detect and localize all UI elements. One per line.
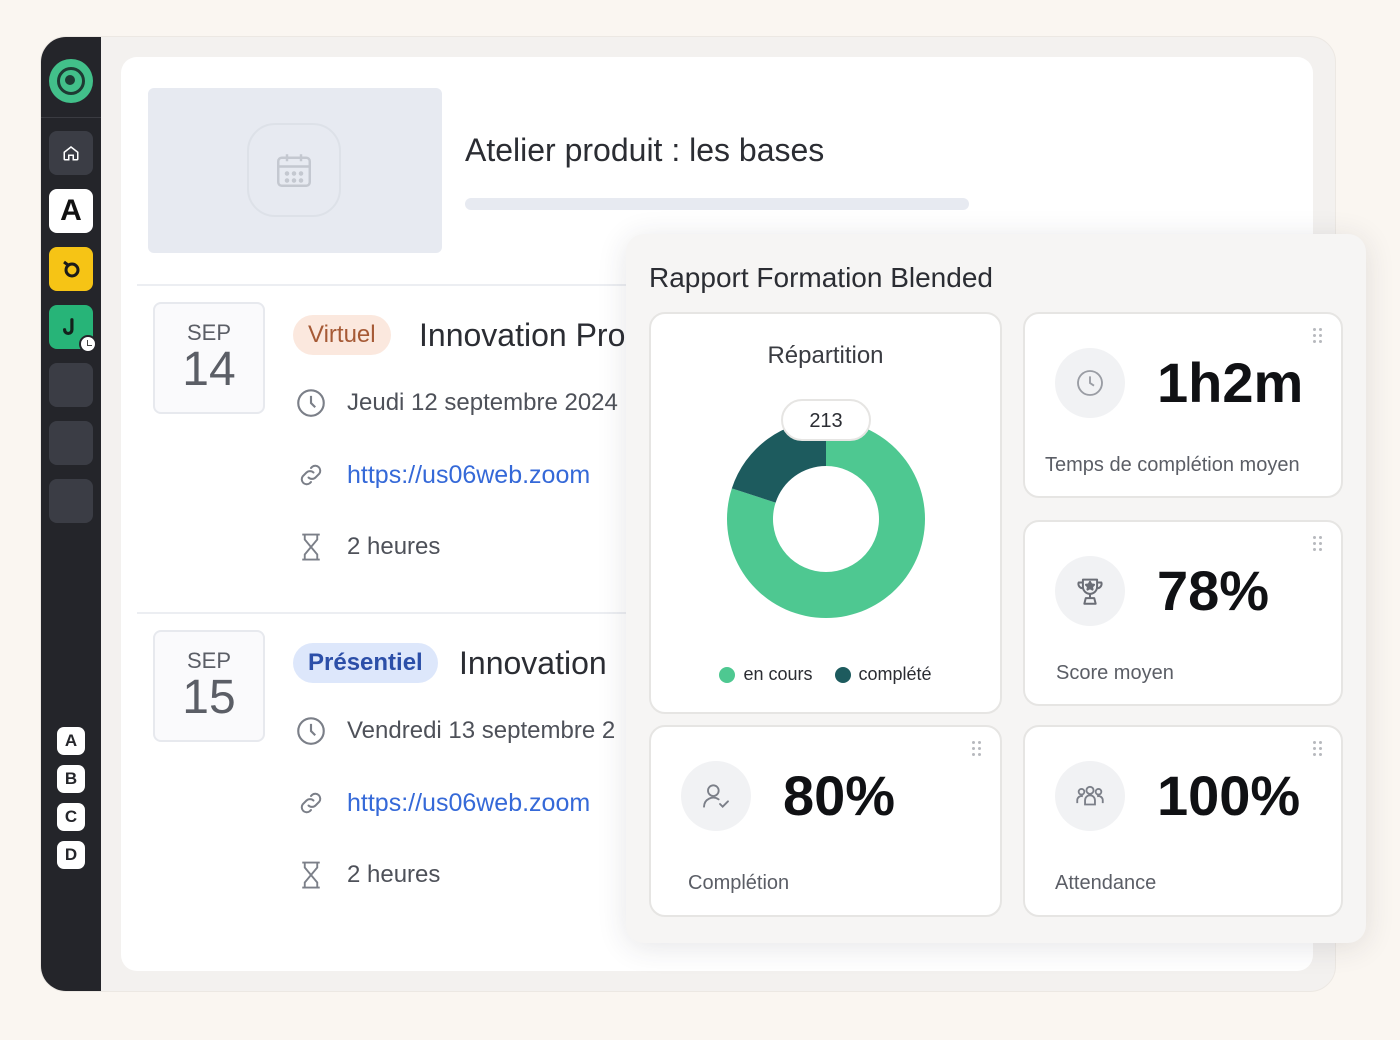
trophy-icon: [1055, 556, 1125, 626]
clock-icon: [293, 713, 329, 749]
sidebar-app-slot-1[interactable]: [49, 363, 93, 407]
app-logo[interactable]: [49, 59, 93, 103]
donut-total-pill: 213: [781, 399, 871, 441]
sidebar-letter-a[interactable]: A: [57, 727, 85, 755]
event-link[interactable]: https://us06web.zoom: [347, 788, 591, 817]
donut-slice-en-cours[interactable]: [727, 420, 925, 618]
stat-label: Temps de complétion moyen: [1045, 454, 1300, 476]
event-title[interactable]: Innovation: [459, 645, 607, 681]
drag-handle-icon[interactable]: [1313, 536, 1323, 554]
donut-total-label: 213: [809, 410, 842, 432]
event-day: 15: [182, 671, 236, 724]
event-date-row: Jeudi 12 septembre 2024: [293, 383, 618, 423]
sidebar-app-yellow[interactable]: [49, 247, 93, 291]
stat-value: 1h2m: [1157, 351, 1304, 414]
event-duration: 2 heures: [347, 861, 441, 888]
drag-handle-icon[interactable]: [1313, 741, 1323, 759]
sidebar-letter-c[interactable]: C: [57, 803, 85, 831]
event-duration: 2 heures: [347, 533, 441, 560]
app-yellow-icon: [63, 260, 80, 278]
event-title[interactable]: Innovation Pro: [419, 317, 626, 353]
stat-card-time: 1h2m Temps de complétion moyen: [1023, 312, 1343, 498]
stat-value: 100%: [1157, 764, 1301, 827]
event-date: SEP 14: [153, 302, 265, 414]
legend-dot: [719, 666, 736, 683]
sidebar-app-green[interactable]: [49, 305, 97, 353]
hourglass-icon: [293, 857, 329, 893]
sidebar: A A B C D: [41, 37, 101, 991]
event-type-badge: Virtuel: [293, 315, 391, 355]
event-duration-row: 2 heures: [293, 527, 440, 567]
legend-label: en cours: [743, 664, 813, 684]
sidebar-home-button[interactable]: [49, 131, 93, 175]
event-month: SEP: [186, 320, 232, 345]
sidebar-letter-b[interactable]: B: [57, 765, 85, 793]
event-link[interactable]: https://us06web.zoom: [347, 460, 591, 489]
course-progress-bar: [465, 198, 969, 210]
course-thumbnail[interactable]: [148, 88, 442, 253]
drag-handle-icon[interactable]: [1313, 328, 1323, 346]
sidebar-app-slot-2[interactable]: [49, 421, 93, 465]
hourglass-icon: [293, 529, 329, 565]
sidebar-letter-d[interactable]: D: [57, 841, 85, 869]
donut-chart: 213: [727, 399, 925, 618]
event-day: 14: [182, 343, 236, 396]
sidebar-divider: [41, 117, 101, 118]
home-icon: [63, 146, 79, 161]
event-date-text: Jeudi 12 septembre 2024: [347, 389, 618, 416]
clock-badge-icon: [79, 335, 97, 353]
legend-label: complété: [858, 664, 932, 684]
drag-handle-icon[interactable]: [972, 741, 982, 759]
stat-label: Attendance: [1055, 872, 1157, 894]
legend-item: en cours: [719, 664, 813, 685]
chart-title: Répartition: [767, 342, 884, 369]
stat-card-completion: 80% Complétion: [649, 725, 1002, 917]
link-icon: [293, 785, 329, 821]
legend-item: complété: [834, 664, 932, 685]
stat-label: Score moyen: [1056, 662, 1174, 684]
stat-label: Complétion: [688, 872, 790, 894]
clock-icon: [1055, 348, 1125, 418]
course-title: Atelier produit : les bases: [465, 132, 825, 168]
calendar-icon: [247, 123, 341, 217]
legend-dot: [834, 666, 851, 683]
user-check-icon: [681, 761, 751, 831]
sidebar-app-slot-3[interactable]: [49, 479, 93, 523]
sidebar-app-a[interactable]: A: [49, 189, 93, 233]
event-link-row: https://us06web.zoom: [293, 783, 590, 823]
distribution-card: Répartition 213 en cours complété: [649, 312, 1002, 714]
app-green-icon: [62, 318, 74, 335]
stat-value: 80%: [783, 764, 896, 827]
event-link-row: https://us06web.zoom: [293, 455, 590, 495]
event-type-badge: Présentiel: [293, 643, 438, 683]
sidebar-app-a-label: A: [60, 194, 82, 227]
stat-card-score: 78% Score moyen: [1023, 520, 1343, 706]
users-icon: [1055, 761, 1125, 831]
report-title: Rapport Formation Blended: [649, 262, 993, 293]
event-date-row: Vendredi 13 septembre 2: [293, 711, 615, 751]
link-icon: [293, 457, 329, 493]
clock-icon: [293, 385, 329, 421]
event-date: SEP 15: [153, 630, 265, 742]
event-duration-row: 2 heures: [293, 855, 440, 895]
stat-value: 78%: [1157, 559, 1270, 622]
stat-card-attendance: 100% Attendance: [1023, 725, 1343, 917]
chart-legend: en cours complété: [651, 664, 1000, 685]
event-date-text: Vendredi 13 septembre 2: [347, 717, 616, 744]
report-panel: Rapport Formation Blended Répartition 21…: [626, 234, 1366, 943]
event-month: SEP: [186, 648, 232, 673]
